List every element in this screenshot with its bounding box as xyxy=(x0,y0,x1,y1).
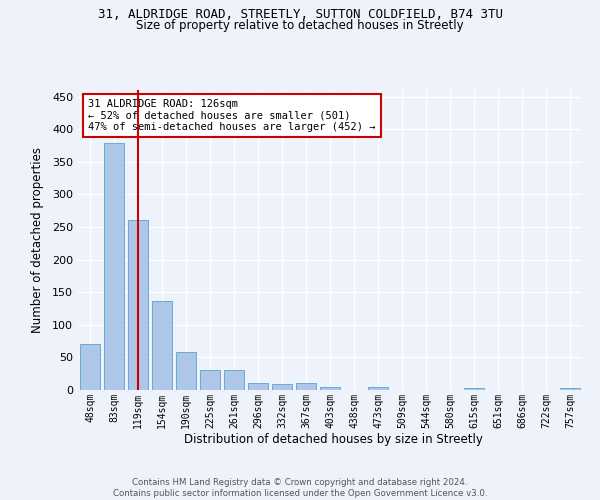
Text: 31 ALDRIDGE ROAD: 126sqm
← 52% of detached houses are smaller (501)
47% of semi-: 31 ALDRIDGE ROAD: 126sqm ← 52% of detach… xyxy=(88,99,376,132)
Bar xyxy=(80,344,100,390)
Text: 31, ALDRIDGE ROAD, STREETLY, SUTTON COLDFIELD, B74 3TU: 31, ALDRIDGE ROAD, STREETLY, SUTTON COLD… xyxy=(97,8,503,20)
Bar xyxy=(152,302,172,390)
Bar xyxy=(320,386,340,390)
Bar xyxy=(128,220,148,390)
Bar xyxy=(248,384,268,390)
Bar xyxy=(176,352,196,390)
Bar xyxy=(560,388,580,390)
Y-axis label: Number of detached properties: Number of detached properties xyxy=(31,147,44,333)
Bar xyxy=(296,384,316,390)
Text: Size of property relative to detached houses in Streetly: Size of property relative to detached ho… xyxy=(136,18,464,32)
Bar xyxy=(464,388,484,390)
Bar xyxy=(200,370,220,390)
Bar xyxy=(368,388,388,390)
Bar xyxy=(104,144,124,390)
Bar xyxy=(272,384,292,390)
Text: Distribution of detached houses by size in Streetly: Distribution of detached houses by size … xyxy=(184,432,482,446)
Bar xyxy=(224,370,244,390)
Text: Contains HM Land Registry data © Crown copyright and database right 2024.
Contai: Contains HM Land Registry data © Crown c… xyxy=(113,478,487,498)
